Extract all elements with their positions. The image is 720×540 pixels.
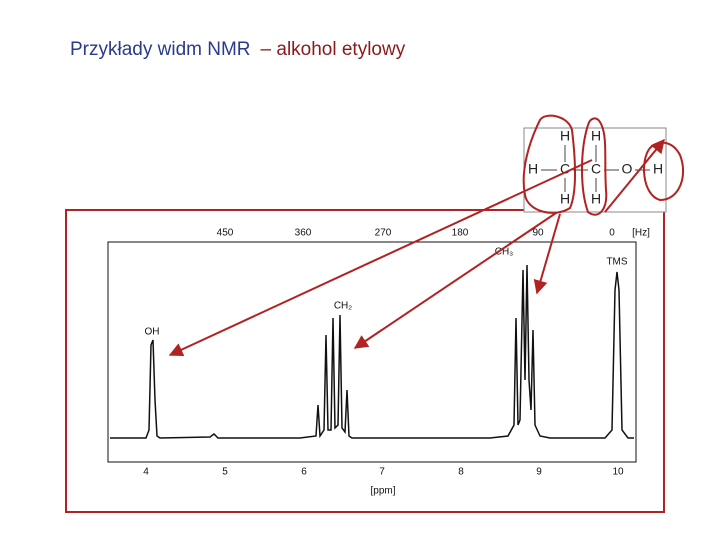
ppm-tick: 4 — [143, 467, 149, 478]
atom: H — [653, 161, 663, 177]
spectrum-box — [107, 241, 637, 463]
peak-label: OH — [145, 327, 160, 338]
atom: H — [560, 128, 570, 144]
bonds — [541, 145, 650, 192]
peak-label: CH₃ — [495, 247, 514, 258]
annotations — [168, 114, 685, 357]
hz-unit: [Hz] — [632, 228, 650, 239]
atom: H — [591, 191, 601, 207]
ppm-tick: 7 — [379, 467, 385, 478]
hz-tick: 360 — [295, 228, 312, 239]
hz-tick: 90 — [532, 228, 544, 239]
atom: H — [560, 191, 570, 207]
ppm-tick: 5 — [222, 467, 228, 478]
peak-label: TMS — [606, 257, 627, 268]
ppm-axis: 4 5 6 7 8 9 10 [ppm] — [143, 467, 624, 497]
peak-label: CH₂ — [334, 301, 352, 312]
ppm-tick: 8 — [458, 467, 464, 478]
title-part: Przykłady widm NMR — [70, 39, 251, 60]
atom: C — [591, 161, 601, 177]
atom: C — [560, 161, 570, 177]
hz-tick: 270 — [375, 228, 392, 239]
atom: O — [622, 161, 633, 177]
hz-tick: 450 — [217, 228, 234, 239]
ppm-tick: 6 — [301, 467, 307, 478]
slide-title: Przykłady widm NMR – alkohol etylowy — [70, 39, 406, 60]
atom: H — [591, 128, 601, 144]
title-part: – alkohol etylowy — [261, 39, 406, 60]
atom: H — [528, 161, 538, 177]
hz-axis: 450 360 270 180 90 0 [Hz] — [217, 228, 650, 239]
hz-tick: 0 — [609, 228, 615, 239]
hz-tick: 180 — [452, 228, 469, 239]
ppm-unit: [ppm] — [370, 486, 395, 497]
spectrum-trace — [110, 264, 634, 439]
frame — [65, 209, 665, 513]
ppm-tick: 10 — [612, 467, 624, 478]
ppm-tick: 9 — [536, 467, 542, 478]
